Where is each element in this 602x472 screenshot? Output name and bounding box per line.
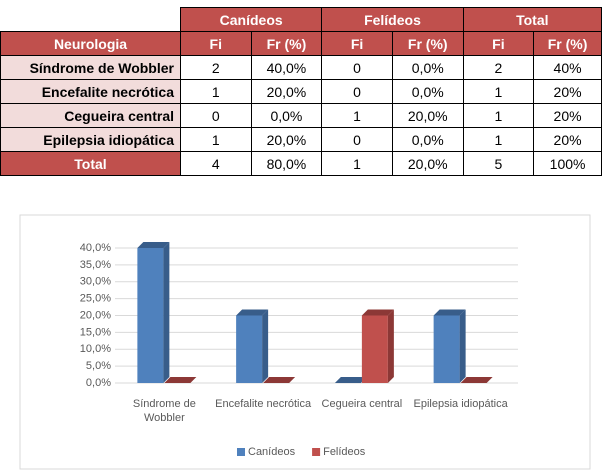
bar — [361, 315, 388, 383]
x-tick-label: Epilepsia idiopática — [413, 398, 508, 410]
table-cell: 1 — [462, 103, 535, 128]
column-header: Fi — [321, 31, 393, 56]
data-table: Canídeos Felídeos Total Neurologia Fi Fr (%) F… — [0, 7, 602, 176]
bar — [236, 315, 263, 383]
row-label: Cegueira central — [0, 103, 181, 128]
y-tick-label: 0,0% — [86, 377, 111, 389]
y-tick-label: 15,0% — [80, 326, 111, 338]
table-row: Cegueira central 0 0,0% 1 20,0% 1 20% — [0, 103, 602, 128]
table-row: Encefalite necrótica 1 20,0% 0 0,0% 1 20% — [0, 79, 602, 104]
y-tick-label: 35,0% — [80, 259, 111, 271]
row-label: Síndrome de Wobbler — [0, 55, 181, 80]
bar-top — [460, 377, 493, 383]
table-cell: 20% — [533, 103, 602, 128]
bar — [137, 248, 164, 383]
bar — [433, 315, 460, 383]
table-row: Total 4 80,0% 1 20,0% 5 100% — [0, 151, 602, 176]
row-label: Encefalite necrótica — [0, 79, 181, 104]
total-cell: 80,0% — [250, 151, 323, 176]
table-row: Epilepsia idiopática 1 20,0% 0 0,0% 1 20% — [0, 127, 602, 152]
bar-top — [236, 309, 269, 316]
table-cell: 20,0% — [250, 79, 323, 104]
legend-label: Felídeos — [323, 446, 366, 458]
table-row: Neurologia Fi Fr (%) Fi Fr (%) Fi Fr (%) — [0, 31, 602, 56]
total-cell: 1 — [321, 151, 393, 176]
y-tick-label: 20,0% — [80, 309, 111, 321]
bar-top — [361, 309, 394, 316]
y-tick-label: 25,0% — [80, 293, 111, 305]
bar-top — [137, 242, 170, 248]
table-cell: 20% — [533, 79, 602, 104]
column-header: Fi — [462, 31, 535, 56]
bar-side — [387, 309, 394, 383]
x-tick-label: Síndrome de Wobbler — [132, 398, 196, 424]
total-cell: 4 — [180, 151, 252, 176]
table-cell: 0 — [321, 55, 393, 80]
table-row: Síndrome de Wobbler 2 40,0% 0 0,0% 2 40% — [0, 55, 602, 80]
y-tick-label: 30,0% — [80, 276, 111, 288]
y-tick-label: 5,0% — [86, 360, 111, 372]
bar-top — [334, 377, 367, 383]
total-cell: 5 — [462, 151, 535, 176]
x-tick-label: Encefalite necrótica — [215, 398, 312, 410]
column-header: Fi — [180, 31, 252, 56]
bar-top — [164, 377, 197, 383]
table-cell: 1 — [180, 127, 252, 152]
bar-top — [433, 309, 466, 316]
bar-side — [163, 242, 170, 383]
y-tick-label: 40,0% — [80, 242, 111, 254]
legend-label: Canídeos — [248, 446, 296, 458]
table-row: Canídeos Felídeos Total — [1, 7, 602, 32]
x-tick-label: Cegueira central — [321, 398, 403, 410]
total-label: Total — [0, 151, 181, 176]
group-header: Canídeos — [179, 7, 323, 32]
legend-swatch — [237, 448, 245, 456]
chart-frame — [19, 214, 591, 470]
column-header: Fr (%) — [391, 31, 464, 56]
column-header: Neurologia — [0, 31, 181, 56]
bar-side — [459, 309, 466, 383]
legend-swatch — [312, 448, 321, 456]
table-cell: 0,0% — [391, 127, 464, 152]
column-header: Fr (%) — [533, 31, 602, 56]
table-cell: 20% — [533, 127, 602, 152]
table-cell: 2 — [180, 55, 252, 80]
table-cell: 20,0% — [250, 127, 323, 152]
table-cell: 0,0% — [391, 79, 464, 104]
table-cell: 0 — [321, 127, 393, 152]
bar-side — [262, 309, 269, 383]
y-tick-label: 10,0% — [80, 343, 111, 355]
column-header: Fr (%) — [250, 31, 323, 56]
total-cell: 100% — [533, 151, 602, 176]
bar-top — [263, 377, 296, 383]
total-cell: 20,0% — [391, 151, 464, 176]
